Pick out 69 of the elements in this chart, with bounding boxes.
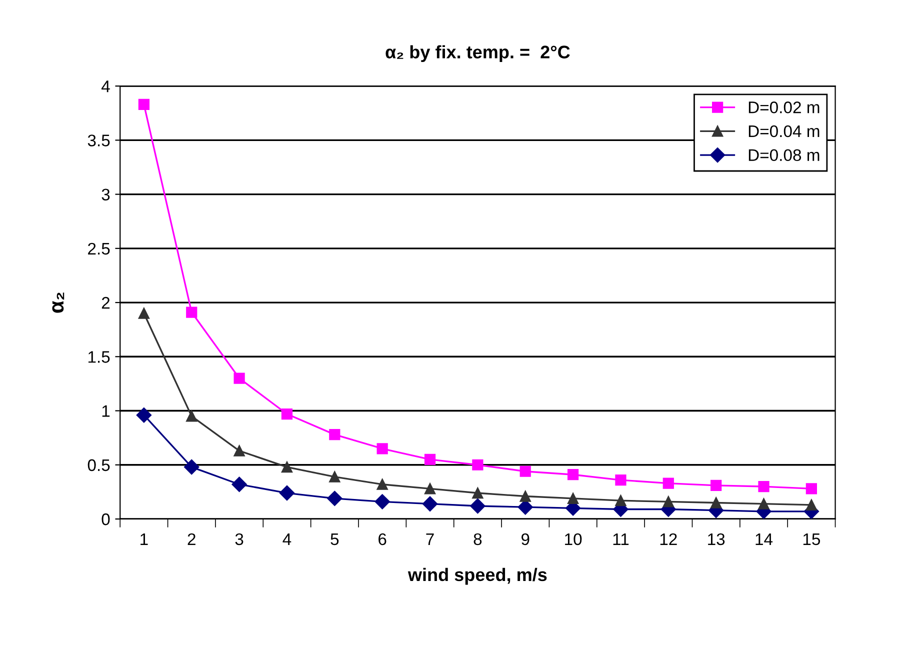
point (710, 497, 722, 508)
point (376, 443, 388, 454)
point (232, 476, 247, 492)
point (136, 408, 152, 423)
point (758, 498, 770, 510)
point (376, 478, 388, 490)
y-tick-label: 3 (102, 188, 110, 200)
x-tick-label: 2 (188, 533, 196, 545)
x-tick-label: 14 (756, 533, 773, 545)
x-tick-label: 11 (613, 533, 629, 545)
point (234, 445, 245, 456)
y-tick-label: 2.5 (88, 242, 110, 255)
point (806, 499, 817, 510)
x-tick-label: 9 (522, 533, 530, 546)
point (518, 500, 533, 515)
y-tick-label: 3.5 (88, 134, 110, 146)
legend-label: D=0.02 m (748, 102, 820, 114)
point (424, 483, 436, 494)
point (472, 487, 484, 499)
point (184, 459, 200, 475)
legend-label: D=0.04 m (748, 125, 820, 138)
point (710, 480, 722, 491)
chart-title: α₂ by fix. temp. = 2°C (386, 45, 570, 62)
x-tick-label: 13 (708, 533, 725, 546)
x-tick-label: 15 (803, 533, 820, 546)
point (472, 459, 484, 470)
x-tick-label: 12 (660, 533, 677, 545)
point (520, 490, 531, 502)
x-tick-label: 4 (282, 533, 292, 545)
y-tick-label: 2 (102, 296, 110, 309)
point (520, 466, 531, 477)
x-tick-label: 10 (565, 533, 582, 546)
y-tick-label: 0.5 (88, 459, 110, 472)
point (186, 410, 198, 422)
y-tick-label: 1.5 (88, 351, 110, 363)
point (662, 478, 674, 489)
y-tick-label: 4 (101, 80, 110, 92)
point (615, 495, 626, 506)
point (279, 485, 295, 501)
y-axis-title: α₂ (52, 292, 64, 313)
point (470, 498, 486, 514)
x-tick-label: 6 (378, 533, 386, 546)
point (567, 469, 579, 480)
point (329, 471, 340, 482)
point (424, 454, 436, 466)
point (374, 494, 390, 510)
x-tick-label: 8 (474, 533, 482, 546)
point (567, 492, 579, 504)
point (138, 98, 150, 110)
point (758, 480, 770, 492)
legend-label: D=0.08 m (748, 149, 820, 162)
point (422, 496, 438, 512)
point (281, 461, 293, 473)
point (327, 490, 342, 506)
x-tick-label: 5 (330, 533, 339, 546)
x-tick-label: 7 (426, 533, 434, 545)
y-tick-label: 0 (102, 513, 110, 526)
y-tick-label: 1 (102, 405, 110, 417)
point (615, 474, 626, 486)
point (234, 372, 245, 384)
point (281, 408, 293, 420)
point (329, 429, 340, 440)
point (662, 496, 674, 508)
x-axis-title: wind speed, m/s (408, 568, 547, 585)
point (138, 308, 150, 319)
x-tick-label: 1 (140, 533, 148, 545)
x-tick-label: 3 (235, 533, 244, 546)
point (806, 483, 817, 494)
point (186, 306, 198, 318)
